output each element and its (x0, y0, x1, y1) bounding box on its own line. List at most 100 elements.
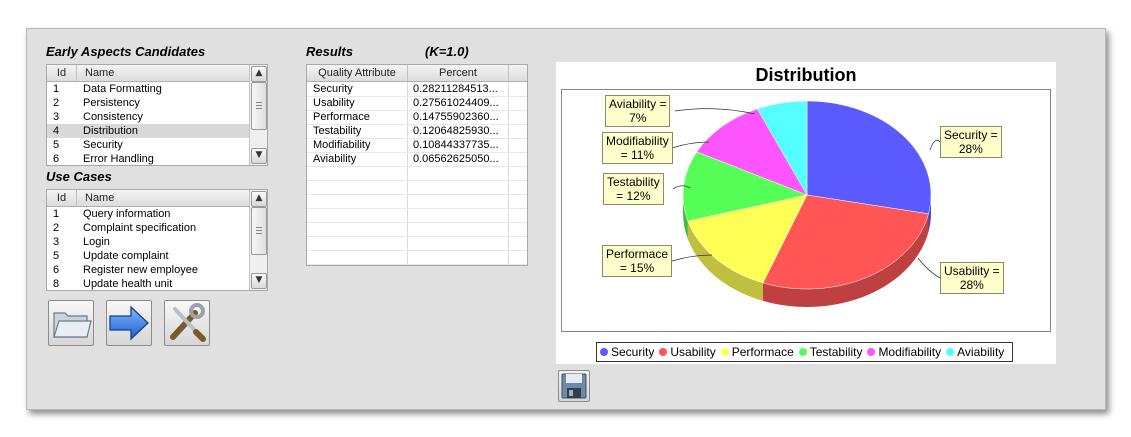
tools-icon (170, 303, 206, 342)
pie-label-text: Testability (607, 175, 660, 189)
pie-label-security: Security = 28% (940, 126, 1002, 158)
early-aspects-title: Early Aspects Candidates (46, 44, 206, 59)
early-aspects-table[interactable]: Id Name 1 Data Formatting 2 Persistency 3 Con… (46, 64, 268, 166)
grid-line (307, 180, 527, 195)
chart-title: Distribution (755, 65, 857, 85)
table-row[interactable]: Modifiability 0.10844337735... (307, 138, 527, 152)
pie-label-testability: Testability = 12% (603, 173, 664, 205)
pie-label-text: Modifiability (606, 134, 669, 148)
table-header: Quality Attribute Percent (307, 65, 527, 82)
grid-line (307, 194, 527, 209)
main-window: Early Aspects Candidates Id Name 1 Data F… (26, 28, 1106, 410)
cell-name: Data Formatting (83, 83, 162, 95)
table-row[interactable]: 4 Distribution (47, 124, 267, 138)
grid-line (307, 82, 527, 97)
pie-side-usability (763, 213, 929, 307)
legend-item-aviability: Aviability (946, 343, 1004, 361)
run-button[interactable] (106, 300, 152, 346)
table-header: Id Name (47, 190, 267, 207)
pie-label-usability: Usability = 28% (940, 262, 1004, 294)
cell-id: 6 (53, 153, 60, 165)
table-row[interactable]: 2 Persistency (47, 96, 267, 110)
grid-line (307, 110, 527, 125)
early-aspects-rows: 1 Data Formatting 2 Persistency 3 Consistency… (47, 82, 267, 165)
use-cases-table[interactable]: Id Name 1 Query information 2 Complaint spe… (46, 189, 268, 291)
pie-slice-aviability (756, 100, 808, 196)
column-header-id[interactable]: Id (47, 190, 77, 206)
table-row[interactable]: Testability 0.12064825930... (307, 124, 527, 138)
table-row[interactable]: Aviability 0.06562625050... (307, 152, 527, 166)
cell-id: 5 (53, 250, 60, 262)
pie-label-modifiability: Modifiability = 11% (602, 132, 673, 164)
scroll-thumb[interactable] (251, 207, 267, 255)
table-row[interactable]: Usability 0.27561024409... (307, 96, 527, 110)
scroll-up-button[interactable]: ▲ (251, 191, 267, 207)
pie-chart (671, 100, 941, 307)
table-row[interactable]: 8 Update health unit (47, 277, 267, 290)
scroll-up-button[interactable]: ▲ (251, 66, 267, 82)
table-row[interactable]: 3 Consistency (47, 110, 267, 124)
legend-swatch (600, 348, 608, 356)
scroll-down-button[interactable]: ▼ (251, 148, 267, 164)
table-row[interactable]: 5 Security (47, 138, 267, 152)
pie-label-percent: 28% (958, 142, 983, 156)
cell-percent: 0.14755902360... (413, 111, 499, 123)
cell-id: 6 (53, 264, 60, 276)
distribution-chart: Distribution Security = 28% Usability = 28%… (556, 62, 1056, 364)
pie-label-percent: 28% (959, 278, 984, 292)
cell-id: 5 (53, 139, 60, 151)
cell-name: Security (83, 139, 123, 151)
k-value-label: (K=1.0) (425, 44, 469, 59)
settings-button[interactable] (164, 300, 210, 346)
cell-name: Login (83, 236, 110, 248)
label-leader-line (674, 108, 756, 115)
pie-label-text: Usability = (944, 264, 1000, 278)
table-row[interactable]: 1 Data Formatting (47, 82, 267, 96)
save-button[interactable] (558, 370, 590, 402)
cell-percent: 0.10844337735... (413, 139, 499, 151)
column-header-percent[interactable]: Percent (408, 65, 509, 81)
pie-slice-usability (762, 194, 929, 290)
cell-id: 3 (53, 111, 60, 123)
legend-label: Performace (731, 345, 794, 359)
vertical-scrollbar[interactable]: ▲ ▼ (249, 65, 267, 165)
pie-label-text: Aviability = (609, 97, 667, 111)
table-row[interactable]: 6 Error Handling (47, 152, 267, 165)
pie-side-security (928, 195, 931, 232)
legend-label: Usability (670, 345, 716, 359)
legend-item-performace: Performace (720, 343, 794, 361)
chart-legend: Security Usability Performace Testability Mo… (596, 342, 1014, 362)
pie-label-percent: 7% (629, 111, 647, 125)
column-header-quality-attribute[interactable]: Quality Attribute (307, 65, 408, 81)
table-row[interactable]: 1 Query information (47, 207, 267, 221)
scroll-thumb[interactable] (251, 82, 267, 130)
pie-label-performace: Performace = 15% (602, 245, 673, 277)
pie-label-percent: = 12% (616, 189, 651, 203)
legend-label: Testability (809, 345, 863, 359)
table-row[interactable]: 6 Register new employee (47, 263, 267, 277)
arrow-right-icon (109, 305, 149, 341)
legend-swatch (659, 348, 668, 356)
grid-line (307, 208, 527, 223)
vertical-scrollbar[interactable]: ▲ ▼ (249, 190, 267, 290)
cell-id: 8 (53, 278, 60, 290)
column-header-name[interactable]: Name (77, 65, 250, 81)
results-table[interactable]: Quality Attribute Percent Security 0.2821… (306, 64, 528, 266)
legend-item-security: Security (600, 343, 654, 361)
cell-quality-attribute: Security (313, 83, 353, 95)
table-row[interactable]: 2 Complaint specification (47, 221, 267, 235)
open-button[interactable] (48, 300, 94, 346)
label-leader-line (917, 257, 941, 279)
cell-name: Complaint specification (83, 222, 197, 234)
use-cases-title: Use Cases (46, 169, 112, 184)
cell-name: Update complaint (83, 250, 169, 262)
table-row[interactable]: Performace 0.14755902360... (307, 110, 527, 124)
column-header-name[interactable]: Name (77, 190, 250, 206)
table-row[interactable]: 3 Login (47, 235, 267, 249)
table-row[interactable]: Security 0.28211284513... (307, 82, 527, 96)
column-header-id[interactable]: Id (47, 65, 77, 81)
cell-id: 3 (53, 236, 60, 248)
use-cases-rows: 1 Query information 2 Complaint specificati… (47, 207, 267, 290)
scroll-down-button[interactable]: ▼ (251, 273, 267, 289)
table-row[interactable]: 5 Update complaint (47, 249, 267, 263)
